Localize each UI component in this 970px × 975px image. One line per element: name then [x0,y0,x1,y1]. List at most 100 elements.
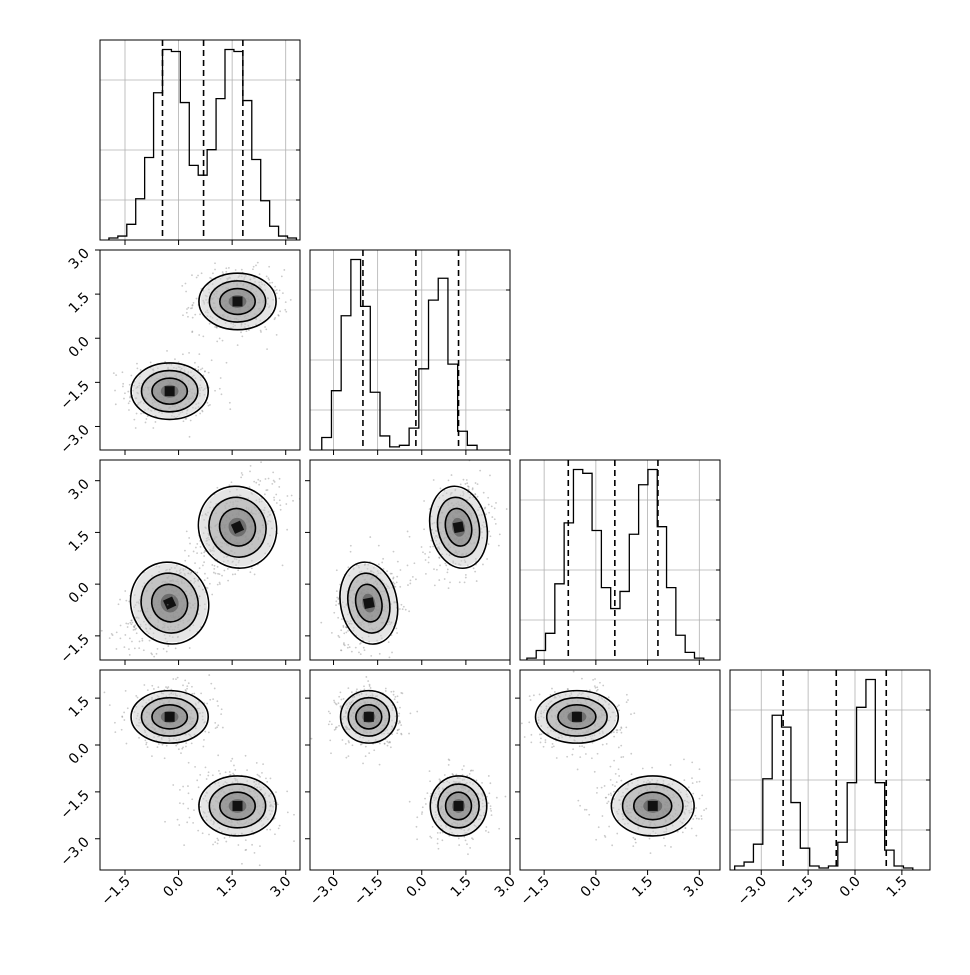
scatter-point [274,317,276,319]
scatter-point [214,269,216,271]
scatter-point [436,569,438,571]
scatter-point [437,843,439,845]
scatter-point [208,834,210,836]
scatter-point [490,535,492,537]
scatter-point [114,731,116,733]
scatter-point [267,277,269,279]
scatter-point [400,724,402,726]
x-tick-label: 3.0 [492,874,519,901]
scatter-point [365,755,367,757]
scatter-point [336,704,338,706]
scatter-point [494,507,496,509]
scatter-point [199,595,201,597]
scatter-point [491,505,493,507]
scatter-point [202,336,204,338]
scatter-point [410,579,412,581]
scatter-point [347,630,349,632]
scatter-point [201,410,203,412]
scatter-point [193,809,195,811]
scatter-point [464,581,466,583]
scatter-point [104,692,106,694]
scatter-point [208,372,210,374]
scatter-point [129,622,131,624]
scatter-point [345,632,347,634]
scatter-point [253,481,255,483]
scatter-point [193,551,195,553]
scatter-point [228,267,230,269]
scatter-point [191,742,193,744]
scatter-point [635,842,637,844]
scatter-point [185,746,187,748]
scatter-point [355,647,357,649]
scatter-point [385,688,387,690]
scatter-point [215,573,217,575]
scatter-point [572,748,574,750]
scatter-point [488,792,490,794]
scatter-point [439,779,441,781]
scatter-point [216,838,218,840]
scatter-point [185,689,187,691]
scatter-point [349,667,351,669]
scatter-point [342,739,344,741]
scatter-point [113,372,115,374]
scatter-point [692,782,694,784]
scatter-point [235,269,237,271]
scatter-point [214,565,216,567]
scatter-point [259,480,261,482]
scatter-point [425,803,427,805]
scatter-point [277,803,279,805]
scatter-point [219,773,221,775]
scatter-point [683,759,685,761]
scatter-point [429,770,431,772]
scatter-point [461,769,463,771]
scatter-point [214,262,216,264]
scatter-point [196,298,198,300]
scatter-point [348,740,350,742]
scatter-point [202,565,204,567]
scatter-point [581,745,583,747]
scatter-point [182,684,184,686]
density-peak [165,712,175,722]
scatter-point [349,646,351,648]
scatter-point [367,680,369,682]
scatter-point [198,353,200,355]
scatter-point [415,578,417,580]
scatter-point [245,755,247,757]
scatter-point [273,497,275,499]
scatter-point [188,537,190,539]
scatter-point [438,848,440,850]
scatter-point [256,762,258,764]
scatter-point [125,690,127,692]
scatter-point [262,763,264,765]
scatter-point [149,640,151,642]
scatter-point [432,546,434,548]
scatter-point [197,369,199,371]
scatter-point [196,572,198,574]
scatter-point [396,581,398,583]
scatter-point [191,274,193,276]
scatter-point [340,692,342,694]
scatter-point [207,775,209,777]
scatter-point [166,651,168,653]
scatter-point [396,732,398,734]
scatter-point [477,483,479,485]
panel-1-0: −3.0−1.50.01.53.0 [57,246,303,459]
scatter-point [286,790,288,792]
scatter-point [539,734,541,736]
scatter-point [241,335,243,337]
scatter-point [592,679,594,681]
scatter-point [185,283,187,285]
scatter-point [692,793,694,795]
scatter-point [421,811,423,813]
scatter-point [566,756,568,758]
density-mode-0 [333,557,404,649]
scatter-point [280,509,282,511]
scatter-point [258,484,260,486]
scatter-point [688,786,690,788]
scatter-point [146,418,148,420]
scatter-point [483,492,485,494]
scatter-point [217,566,219,568]
scatter-point [476,780,478,782]
scatter-point [255,264,257,266]
scatter-point [144,739,146,741]
